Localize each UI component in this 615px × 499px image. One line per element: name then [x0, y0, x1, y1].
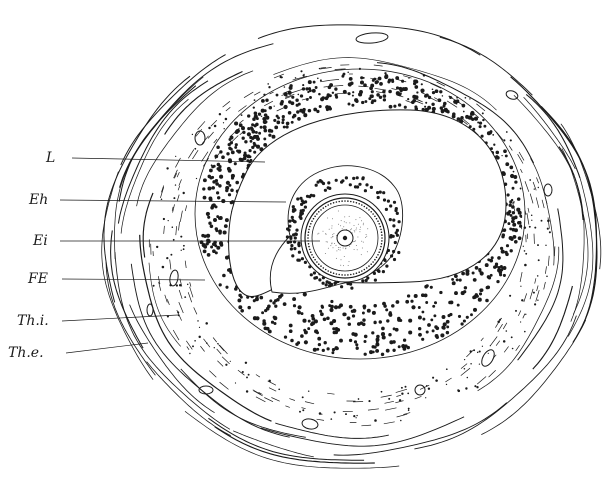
- label-ei: Ei: [33, 233, 48, 249]
- label-the: Th.e.: [8, 345, 44, 361]
- theca-externa-fibers: [101, 24, 602, 469]
- label-leader-lines: [59, 157, 320, 354]
- ovum: [300, 193, 390, 283]
- label-thi: Th.i.: [17, 313, 49, 329]
- label-fe: FE: [28, 271, 48, 287]
- label-l: L: [46, 150, 56, 166]
- label-eh: Eh: [29, 192, 49, 208]
- theca-interna-layer: [146, 32, 556, 430]
